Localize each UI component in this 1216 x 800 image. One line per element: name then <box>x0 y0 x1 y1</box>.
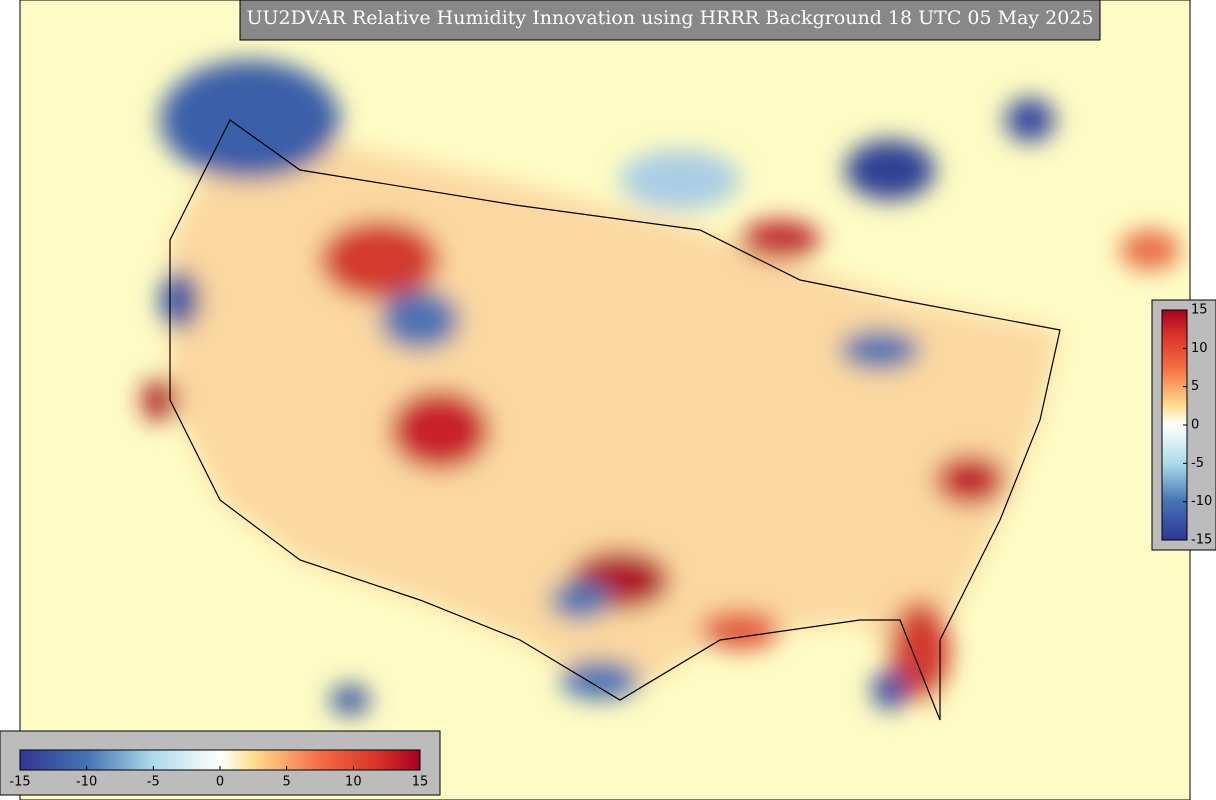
humidity-field <box>142 60 1180 721</box>
colorbar-tick-label: -10 <box>1191 494 1212 509</box>
title-box <box>239 0 1101 41</box>
colorbar-tick-label: -5 <box>147 775 160 790</box>
colorbar-tick-label: 15 <box>412 775 429 790</box>
colorbar-tick-label: 5 <box>1191 379 1199 394</box>
colorbar <box>1161 309 1188 541</box>
coastline <box>169 119 1061 721</box>
map-title: UU2DVAR Relative Humidity Innovation usi… <box>246 7 1093 29</box>
colorbar-tick-label: 0 <box>1191 418 1199 433</box>
colorbar-tick-label: -15 <box>1191 533 1212 548</box>
colorbar-tick-label: 10 <box>1191 341 1208 356</box>
colorbar-tick-label: 0 <box>216 775 224 790</box>
colorbar-tick-label: 15 <box>1191 303 1208 318</box>
colorbar-tick-label: 5 <box>283 775 291 790</box>
colorbar-tick-label: -10 <box>76 775 97 790</box>
colorbar-tick-label: 10 <box>345 775 362 790</box>
colorbar-tick-label: -5 <box>1191 456 1204 471</box>
colorbar-tick-label: -15 <box>9 775 30 790</box>
